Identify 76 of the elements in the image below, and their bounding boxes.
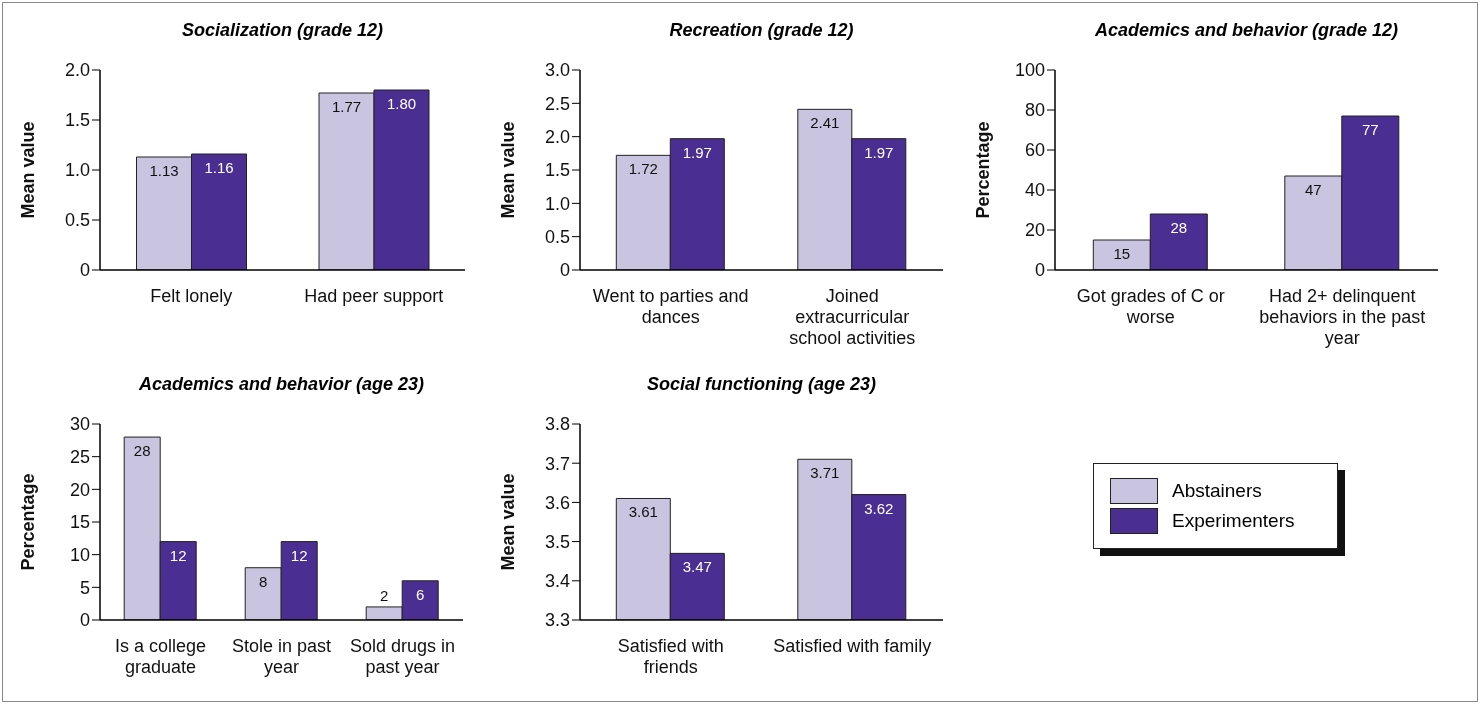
data-label: 1.80 (386, 95, 417, 112)
chart-title: Academics and behavior (age 23) (137, 374, 426, 395)
y-axis-title: Mean value (18, 121, 39, 219)
y-tick-label: 100 (1014, 60, 1045, 81)
y-tick-label: 2.0 (64, 60, 90, 81)
data-label: 1.97 (864, 143, 894, 161)
x-tick-label: Satisfied with friends (617, 636, 724, 677)
x-tick-label: Felt lonely (150, 286, 233, 307)
y-tick-label: 3.3 (544, 610, 570, 631)
data-label: 2 (380, 586, 389, 604)
y-tick-label: 2.5 (544, 93, 570, 114)
y-axis-title: Mean value (498, 121, 519, 219)
x-tick-label: Had 2+ delinquent behaviors in the past year (1259, 286, 1426, 348)
y-tick-label: 10 (69, 545, 90, 566)
data-label: 12 (290, 546, 308, 564)
data-label: 3.71 (810, 464, 840, 482)
chart-title: Social functioning (age 23) (646, 374, 877, 395)
y-tick-label: 0 (1034, 260, 1045, 281)
data-label: 1.77 (331, 98, 362, 115)
y-tick-label: 15 (69, 512, 90, 533)
y-tick-label: 0 (79, 260, 90, 281)
y-tick-label: 20 (1024, 220, 1045, 241)
data-label: 15 (1113, 245, 1131, 262)
y-tick-label: 1.5 (544, 160, 570, 181)
y-tick-label: 80 (1024, 100, 1045, 121)
y-tick-label: 0.5 (64, 210, 90, 231)
data-label: 47 (1304, 181, 1322, 198)
data-label: 1.13 (149, 162, 179, 179)
data-label: 3.62 (864, 499, 894, 517)
legend-label: Experimenters (1172, 510, 1295, 532)
y-tick-label: 3.8 (544, 414, 570, 435)
y-tick-label: 1.0 (544, 193, 570, 214)
x-tick-label: Joined extracurricular school activities (789, 286, 916, 348)
y-tick-label: 40 (1024, 180, 1045, 201)
data-label: 6 (416, 585, 425, 603)
data-label: 3.47 (682, 558, 712, 576)
x-tick-label: Had peer support (304, 286, 444, 307)
y-tick-label: 0.5 (544, 227, 570, 248)
y-tick-label: 25 (69, 447, 90, 468)
y-tick-label: 60 (1024, 140, 1045, 161)
x-tick-label: Satisfied with family (773, 636, 932, 657)
data-label: 1.72 (628, 160, 658, 178)
data-label: 3.61 (628, 503, 658, 521)
chart-title: Academics and behavior (grade 12) (1093, 20, 1400, 41)
data-label: 8 (259, 572, 268, 590)
chart-title: Socialization (grade 12) (180, 20, 385, 41)
y-tick-label: 0 (559, 260, 570, 281)
data-label: 28 (1170, 219, 1188, 236)
y-tick-label: 5 (79, 577, 90, 598)
y-tick-label: 20 (69, 479, 90, 500)
data-label: 28 (133, 442, 151, 460)
y-tick-label: 1.5 (64, 110, 90, 131)
data-label: 1.97 (682, 143, 712, 161)
y-axis-title: Percentage (973, 121, 994, 219)
y-tick-label: 0 (79, 610, 90, 631)
data-label: 1.16 (204, 159, 234, 176)
data-label: 77 (1361, 121, 1379, 138)
x-tick-label: Got grades of C or worse (1076, 286, 1225, 327)
data-label: 12 (169, 546, 187, 564)
y-tick-label: 3.7 (544, 453, 570, 474)
x-tick-label: Went to parties and dances (592, 286, 749, 327)
x-tick-label: Is a college graduate (114, 636, 207, 677)
y-axis-title: Mean value (498, 473, 519, 571)
y-tick-label: 3.4 (544, 571, 570, 592)
legend-label: Abstainers (1172, 480, 1262, 502)
chart-title: Recreation (grade 12) (668, 20, 855, 41)
y-tick-label: 3.6 (544, 492, 570, 513)
y-tick-label: 3.0 (544, 60, 570, 81)
y-tick-label: 30 (69, 414, 90, 435)
data-label: 2.41 (810, 114, 840, 132)
y-tick-label: 1.0 (64, 160, 90, 181)
x-tick-label: Sold drugs in past year (349, 636, 456, 677)
x-tick-label: Stole in past year (231, 636, 332, 677)
y-axis-title: Percentage (18, 473, 39, 571)
y-tick-label: 3.5 (544, 531, 570, 552)
y-tick-label: 2.0 (544, 127, 570, 148)
